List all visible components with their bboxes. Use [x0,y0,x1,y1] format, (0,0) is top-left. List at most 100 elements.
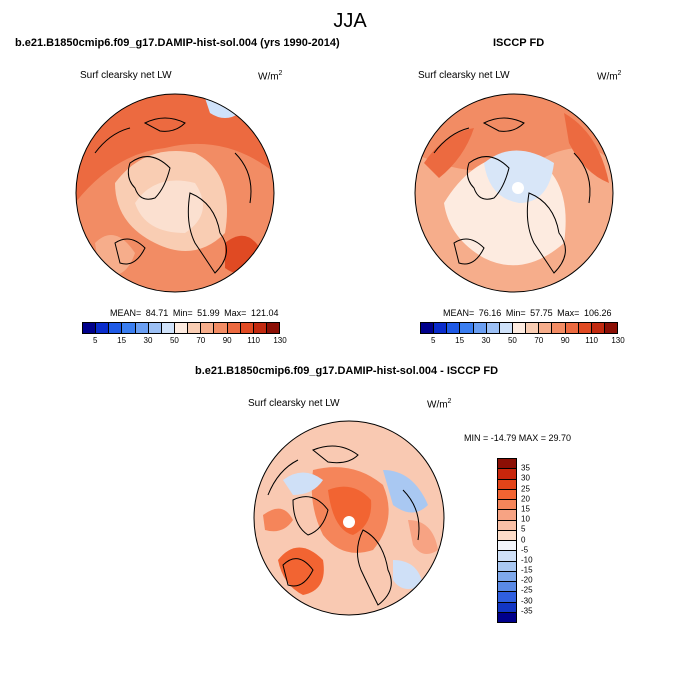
panel-3-variable: Surf clearsky net LW [248,398,340,409]
map-fill-hot-2 [424,128,474,178]
colorbar-tick-label: 15 [455,336,465,345]
colorbar-swatch [498,479,516,490]
colorbar-swatch [188,323,202,333]
colorbar-swatch [498,582,516,593]
panel-2-stats: MEAN= 76.16 Min= 57.75 Max= 106.26 [443,308,612,318]
colorbar-swatch [498,612,516,622]
panel-2-title: ISCCP FD [493,37,545,49]
colorbar-tick-label: 15 [117,336,127,345]
colorbar-swatch [447,323,461,333]
colorbar-swatch [148,323,162,333]
colorbar-swatch [201,323,215,333]
panel-1-units: W/m2 [258,70,283,83]
colorbar-swatch [498,530,516,541]
colorbar-tick-label: -25 [521,585,533,595]
map-fill-warm-west [263,508,293,532]
colorbar-tick-label: 70 [196,336,206,345]
colorbar-swatch [604,323,618,333]
map-border [75,93,275,293]
colorbar-tick-label: 130 [273,336,287,345]
colorbar-swatch [109,323,123,333]
colorbar-tick-label: 70 [534,336,544,345]
map-fill-cool-3 [393,560,423,589]
colorbar-swatch [578,323,592,333]
colorbar-swatch [460,323,474,333]
panel-1-stats: MEAN= 84.71 Min= 51.99 Max= 121.04 [110,308,279,318]
colorbar-swatch [96,323,110,333]
colorbar-tick-label: 30 [521,473,530,483]
colorbar-tick-label: 0 [521,535,526,544]
colorbar-tick-label: 110 [247,336,260,345]
panel-3-minmax: MIN = -14.79 MAX = 29.70 [464,433,572,443]
map-fill-cool-2 [383,470,428,513]
colorbar-swatch [122,323,136,333]
map-border [253,420,445,616]
coastlines [267,445,420,606]
colorbar-tick-label: 30 [143,336,153,345]
colorbar-swatch [253,323,267,333]
panel-1-colorbar: 5 15 30 50 70 90 110 130 [82,322,287,346]
colorbar-tick-label: 10 [521,514,530,524]
colorbar-swatch [498,592,516,603]
colorbar-tick-label: 20 [521,494,530,504]
colorbar-tick-label: 50 [507,336,517,345]
colorbar-swatch [498,571,516,582]
panel-1-map [75,93,275,293]
colorbar-tick-label: 25 [521,484,530,494]
panel-3-title: b.e21.B1850cmip6.f09_g17.DAMIP-hist-sol.… [195,365,499,377]
panel-2-variable: Surf clearsky net LW [418,70,510,81]
panel-3-map [253,420,445,616]
colorbar-swatch [552,323,566,333]
map-fill-warm-east [408,520,438,554]
colorbar-swatch [473,323,487,333]
map-fill-cool [484,150,554,203]
colorbar-tick-label: -20 [521,575,533,585]
colorbar-swatch [499,323,513,333]
panel-1-variable: Surf clearsky net LW [80,70,172,81]
pole-hole [343,516,355,528]
colorbar-swatch [498,510,516,521]
colorbar-tick-label: 35 [521,463,530,473]
colorbar-tick-label: 5 [92,336,98,345]
colorbar-swatch [512,323,527,333]
colorbar-swatch [486,323,500,333]
colorbar-swatch [565,323,579,333]
coastlines [433,117,591,274]
colorbar-tick-label: -35 [521,606,533,616]
colorbar-swatch [498,469,516,480]
panel-2-map [414,93,614,293]
map-fill-hotspot [278,547,324,595]
map-fill-cool-1 [283,472,323,495]
colorbar-tick-label: 5 [430,336,436,345]
map-fill-pale [135,180,203,233]
panel-3-colorbar: 35 30 25 20 15 10 5 0 -5 -10 -15 -20 -25 -30 -35 [497,458,557,623]
colorbar-tick-label: 90 [222,336,232,345]
colorbar-swatch [83,323,97,333]
colorbar-swatch [498,520,516,531]
coastlines [94,117,252,274]
colorbar-swatch [498,489,516,500]
colorbar-swatch [434,323,448,333]
map-fill-strong [328,486,372,535]
panel-1-title: b.e21.B1850cmip6.f09_g17.DAMIP-hist-sol.… [15,37,340,49]
map-fill-hot [564,113,609,183]
map-border [414,93,614,293]
colorbar-tick-label: 15 [521,504,530,514]
colorbar-tick-label: -30 [521,596,533,606]
colorbar-tick-label: -10 [521,555,533,565]
colorbar-swatch [135,323,149,333]
panel-2-units: W/m2 [597,70,622,83]
colorbar-swatch [421,323,435,333]
colorbar-swatch [526,323,540,333]
colorbar-swatch [498,602,516,613]
colorbar-swatch [498,561,516,572]
pole-hole [512,182,524,194]
colorbar-swatch [591,323,605,333]
colorbar-swatch [266,323,280,333]
figure-title: JJA [333,10,367,32]
colorbar-swatch [498,551,516,562]
colorbar-swatch [539,323,553,333]
colorbar-tick-label: 90 [560,336,570,345]
colorbar-swatch [498,459,516,470]
colorbar-tick-label: 50 [169,336,179,345]
